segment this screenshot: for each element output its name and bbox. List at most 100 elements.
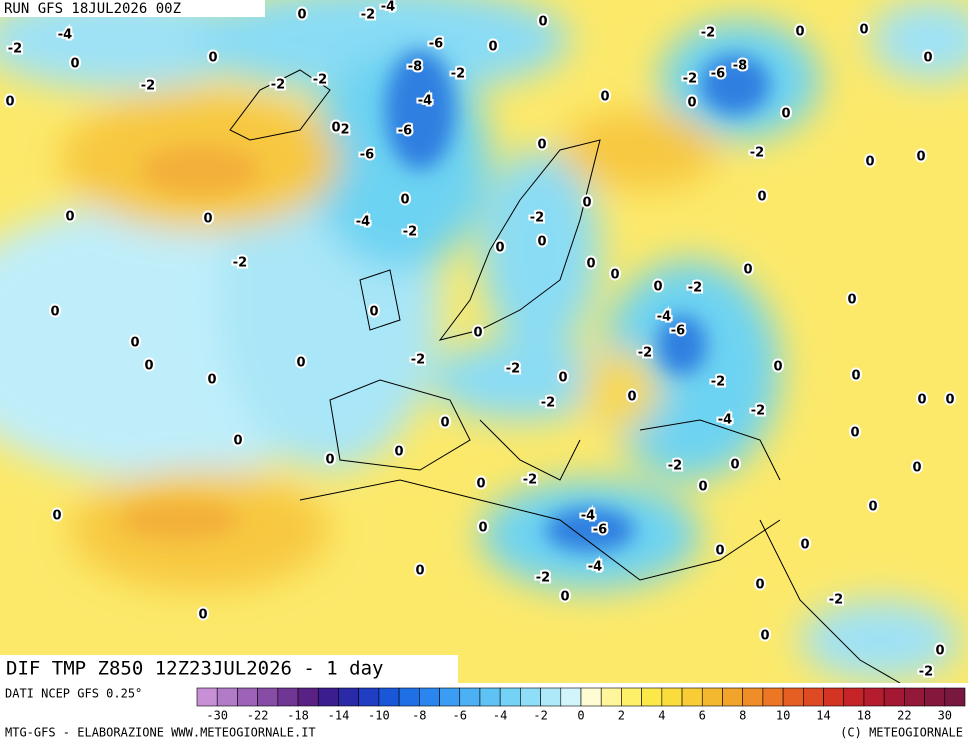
contour-label: -6 xyxy=(671,324,685,339)
contour-label: -6 xyxy=(398,124,412,139)
colorbar: -30 -22 -18 -14 -10 -8 -6 -4 -2 0 2 4 6 8 10 14 18 22 30 xyxy=(196,687,966,723)
contour-label: 0 xyxy=(130,336,139,351)
contour-label: 0 xyxy=(537,138,546,153)
colorbar-tick-label: -22 xyxy=(247,709,269,723)
contour-label: 0 xyxy=(325,453,334,468)
contour-label: 0 xyxy=(865,155,874,170)
contour-label: 0 xyxy=(800,538,809,553)
colorbar-tick-label: -4 xyxy=(493,709,507,723)
contour-label: 0 xyxy=(730,458,739,473)
contour-label: 0 xyxy=(859,23,868,38)
colorbar-swatch xyxy=(621,687,642,707)
contour-label: 0 xyxy=(198,608,207,623)
colorbar-swatch xyxy=(661,687,683,707)
contour-label: 0 xyxy=(208,51,217,66)
contour-label: 0 xyxy=(627,390,636,405)
colorbar-swatch xyxy=(479,687,501,707)
colorbar-swatch xyxy=(419,687,440,707)
contour-label: -4 xyxy=(581,509,595,524)
contour-label: -2 xyxy=(829,593,843,608)
contour-label: 0 xyxy=(743,263,752,278)
contour-label: 0 xyxy=(558,371,567,386)
contour-label: 0 xyxy=(476,477,485,492)
contour-label: 0 xyxy=(582,196,591,211)
contour-label: 0 xyxy=(495,241,504,256)
contour-label: 0 xyxy=(394,445,403,460)
contour-label: -4 xyxy=(58,28,72,43)
contour-label: -2 xyxy=(361,8,375,23)
contour-label: -8 xyxy=(733,59,747,74)
contour-label: -4 xyxy=(418,94,432,109)
colorbar-swatch xyxy=(722,687,743,707)
contour-label: -2 xyxy=(638,346,652,361)
colorbar-swatch xyxy=(883,687,905,707)
contour-label: 0 xyxy=(610,268,619,283)
contour-label: -2 xyxy=(711,375,725,390)
colorbar-tick-label: 0 xyxy=(577,709,584,723)
colorbar-swatch xyxy=(216,687,238,707)
contour-label: 0 xyxy=(653,280,662,295)
colorbar-tick-label: 2 xyxy=(618,709,625,723)
contour-label: 0 xyxy=(923,51,932,66)
contour-label: -6 xyxy=(711,67,725,82)
coastlines xyxy=(229,69,901,683)
colorbar-swatch xyxy=(843,687,865,707)
contour-label: -2 xyxy=(536,571,550,586)
contour-label: 0 xyxy=(538,15,547,30)
colorbar-swatch xyxy=(944,687,966,707)
colorbar-swatch xyxy=(762,687,784,707)
contour-label: -2 xyxy=(141,79,155,94)
map-field xyxy=(0,0,968,683)
contour-label: 0 xyxy=(715,544,724,559)
colorbar-swatch xyxy=(580,687,602,707)
contour-label: 0 xyxy=(70,57,79,72)
contour-label: -6 xyxy=(429,37,443,52)
colorbar-swatch xyxy=(742,687,764,707)
contour-label: 0 xyxy=(478,521,487,536)
colorbar-swatch xyxy=(560,687,582,707)
colorbar-swatch xyxy=(398,687,420,707)
contour-label: -2 xyxy=(313,73,327,88)
colorbar-swatch xyxy=(378,687,400,707)
contour-label: 0 xyxy=(560,590,569,605)
contour-label: 0 xyxy=(760,629,769,644)
colorbar-tick-label: 8 xyxy=(739,709,746,723)
contour-label: -2 xyxy=(701,26,715,41)
data-source: DATI NCEP GFS 0.25° xyxy=(5,687,142,701)
colorbar-swatch xyxy=(358,687,380,707)
colorbar-swatch xyxy=(196,687,218,707)
colorbar-swatch xyxy=(499,687,521,707)
colorbar-tick-label: -18 xyxy=(287,709,309,723)
colorbar-tick-label: -14 xyxy=(328,709,350,723)
colorbar-swatch xyxy=(803,687,824,707)
contour-label: 0 xyxy=(65,210,74,225)
contour-label: 0 xyxy=(440,416,449,431)
contour-label: 0 xyxy=(773,360,782,375)
contour-label: -2 xyxy=(271,78,285,93)
contour-label: 0 xyxy=(537,235,546,250)
contour-label: 0 xyxy=(5,95,14,110)
colorbar-swatch xyxy=(317,687,339,707)
contour-label: 0 xyxy=(698,480,707,495)
colorbar-swatch xyxy=(540,687,562,707)
colorbar-tick-label: -8 xyxy=(412,709,426,723)
colorbar-swatch xyxy=(439,687,461,707)
contour-label: -2 xyxy=(750,146,764,161)
contour-label: 0 xyxy=(203,212,212,227)
colorbar-tick-label: -2 xyxy=(533,709,547,723)
contour-label: -2 xyxy=(751,404,765,419)
contour-label: 0 xyxy=(945,393,954,408)
contour-label: 0 xyxy=(851,369,860,384)
colorbar-swatch xyxy=(681,687,703,707)
contour-label: 0 xyxy=(415,564,424,579)
contour-label: -2 xyxy=(403,225,417,240)
contour-label: -2 xyxy=(523,473,537,488)
colorbar-swatch xyxy=(823,687,845,707)
colorbar-tick-label: -10 xyxy=(368,709,390,723)
contour-label: 0 xyxy=(916,150,925,165)
contour-label: 0 xyxy=(795,25,804,40)
contour-label: -2 xyxy=(506,362,520,377)
colorbar-tick-label: 22 xyxy=(897,709,911,723)
